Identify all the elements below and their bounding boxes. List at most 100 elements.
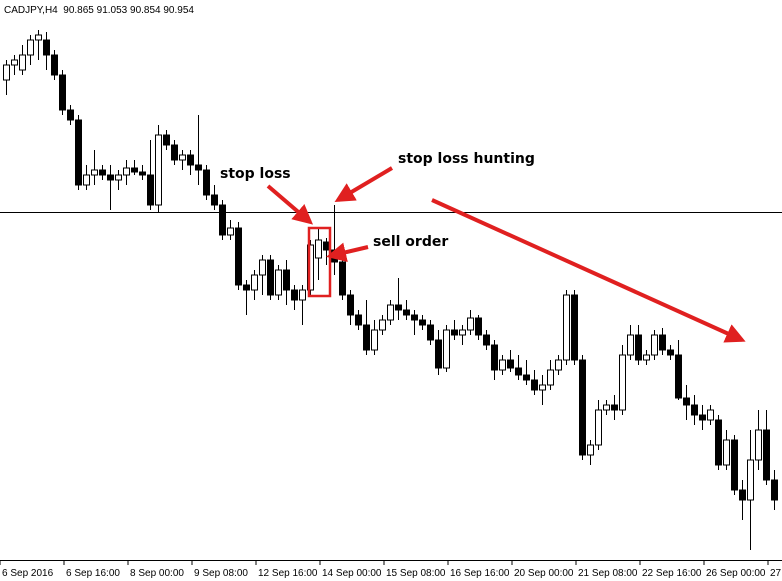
candle-body [459, 329, 466, 336]
candle-body [195, 164, 202, 171]
candle-body [83, 174, 90, 186]
candle-body [275, 269, 282, 296]
x-tick-label: 6 Sep 2016 [2, 568, 54, 579]
candle-body [475, 317, 482, 336]
candle-body [211, 194, 218, 206]
candle-body [667, 349, 674, 356]
candle-body [59, 74, 66, 111]
x-tick-label: 22 Sep 16:00 [642, 568, 702, 579]
candle-body [619, 354, 626, 411]
candle-body [363, 324, 370, 351]
candle-body [555, 359, 562, 371]
candle-body [731, 439, 738, 491]
candle-body [587, 444, 594, 456]
candle-body [579, 359, 586, 456]
candle-body [771, 479, 778, 501]
candle-body [115, 174, 122, 181]
candle-body [27, 39, 34, 56]
candle-body [747, 459, 754, 501]
candle-body [99, 169, 106, 176]
chart-title: CADJPY,H4 90.865 91.053 90.854 90.954 [4, 5, 194, 16]
candle-body [507, 359, 514, 369]
candle-body [19, 54, 26, 71]
candle-body [131, 167, 138, 173]
candle-body [715, 419, 722, 466]
candle-body [651, 334, 658, 356]
x-tick-label: 27 Sep 08:00 [770, 568, 782, 579]
candle-body [179, 154, 186, 161]
candle-body [299, 289, 306, 301]
candle-body [691, 404, 698, 416]
candle-body [259, 259, 266, 276]
candle-body [123, 167, 130, 176]
x-tick-label: 9 Sep 08:00 [194, 568, 248, 579]
candle-body [491, 344, 498, 371]
x-tick-label: 12 Sep 16:00 [258, 568, 318, 579]
candle-body [219, 204, 226, 236]
candle-body [611, 404, 618, 411]
candle-body [443, 329, 450, 369]
candle-body [291, 289, 298, 301]
candle-body [387, 304, 394, 321]
x-tick-label: 6 Sep 16:00 [66, 568, 120, 579]
candle-body [35, 34, 42, 41]
x-tick-label: 26 Sep 00:00 [706, 568, 766, 579]
candle-body [675, 354, 682, 399]
candle-body [371, 329, 378, 351]
candle-body [683, 397, 690, 406]
candle-body [531, 379, 538, 391]
candle-body [635, 334, 642, 361]
candle-body [91, 169, 98, 176]
candle-body [75, 119, 82, 186]
candle-body [483, 334, 490, 346]
candle-body [643, 354, 650, 361]
candle-body [659, 334, 666, 351]
candle-body [699, 414, 706, 421]
candle-body [155, 134, 162, 206]
candle-body [267, 259, 274, 296]
candle-body [139, 171, 146, 176]
annotation: sell order [373, 234, 448, 250]
candle-body [235, 227, 242, 286]
candle-body [395, 304, 402, 311]
candle-body [315, 239, 322, 259]
candle-body [227, 227, 234, 236]
candle-body [515, 367, 522, 376]
candle-body [107, 174, 114, 181]
candle-body [523, 374, 530, 381]
candle-body [307, 244, 314, 291]
candle-body [51, 54, 58, 76]
candle-body [11, 59, 18, 66]
candle-body [595, 409, 602, 446]
candle-body [171, 144, 178, 161]
candle-body [451, 329, 458, 336]
candle-body [467, 317, 474, 331]
candle-body [347, 294, 354, 316]
candle-body [283, 269, 290, 291]
candle-body [163, 134, 170, 146]
candle-body [603, 404, 610, 411]
candle-body [187, 154, 194, 166]
x-tick-label: 21 Sep 08:00 [578, 568, 638, 579]
candle-body [251, 274, 258, 291]
candle-body [499, 359, 506, 371]
candle-body [323, 241, 330, 251]
x-tick-label: 14 Sep 00:00 [322, 568, 382, 579]
candle-body [419, 319, 426, 326]
annotation: stop loss [220, 166, 291, 182]
x-tick-label: 16 Sep 16:00 [450, 568, 510, 579]
candle-body [763, 429, 770, 481]
arrow [266, 184, 314, 225]
candle-body [427, 324, 434, 341]
candle-body [147, 174, 154, 206]
x-tick-label: 20 Sep 00:00 [514, 568, 574, 579]
candle-body [739, 489, 746, 501]
candle-body [547, 369, 554, 386]
candle-body [43, 39, 50, 56]
plot-area [0, 30, 782, 550]
candle-body [3, 64, 10, 81]
candle-body [539, 384, 546, 391]
candle-body [755, 429, 762, 461]
